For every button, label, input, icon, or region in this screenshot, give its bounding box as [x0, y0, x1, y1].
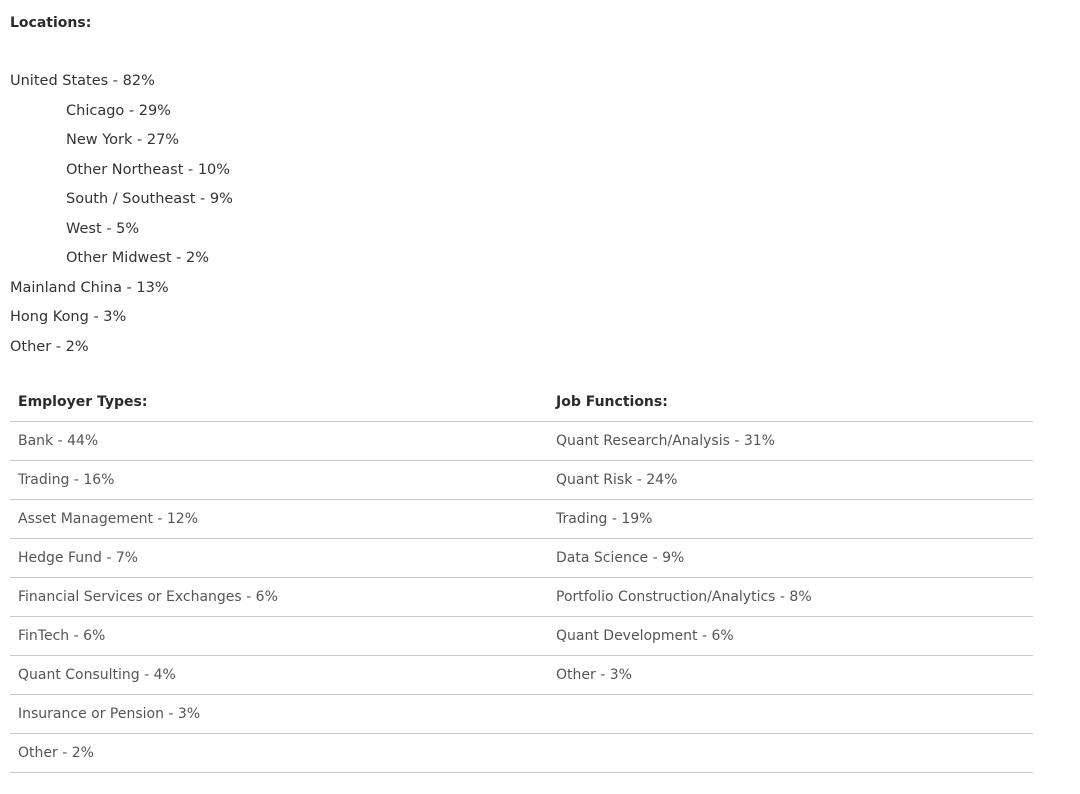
table-row: Hedge Fund - 7% Data Science - 9% — [10, 538, 1033, 578]
locations-list: United States - 82% Chicago - 29% New Yo… — [10, 67, 233, 362]
job-function-cell: Quant Research/Analysis - 31% — [548, 421, 1033, 461]
table-row: Financial Services or Exchanges - 6% Por… — [10, 577, 1033, 617]
location-item-mainland-china: Mainland China - 13% — [10, 279, 169, 296]
table-row: FinTech - 6% Quant Development - 6% — [10, 616, 1033, 656]
location-item-new-york: New York - 27% — [66, 132, 180, 148]
job-function-cell: Quant Development - 6% — [548, 616, 1033, 656]
employer-type-cell: Asset Management - 12% — [10, 499, 548, 539]
employer-type-cell: Other - 2% — [10, 733, 548, 773]
employer-type-cell: FinTech - 6% — [10, 616, 548, 656]
job-functions-header: Job Functions: — [548, 383, 1033, 422]
job-function-cell: Data Science - 9% — [548, 538, 1033, 578]
table-row: Insurance or Pension - 3% — [10, 694, 1033, 734]
job-function-cell: Other - 3% — [548, 655, 1033, 695]
location-item-other-northeast: Other Northeast - 10% — [66, 161, 231, 178]
employer-type-cell: Hedge Fund - 7% — [10, 538, 548, 578]
locations-heading: Locations: — [10, 15, 92, 31]
table-row: Quant Consulting - 4% Other - 3% — [10, 655, 1033, 695]
table-row: Trading - 16% Quant Risk - 24% — [10, 460, 1033, 500]
employer-types-header: Employer Types: — [10, 383, 548, 422]
location-item-other: Other - 2% — [10, 338, 89, 355]
job-function-cell: Trading - 19% — [548, 499, 1033, 539]
employer-type-cell: Quant Consulting - 4% — [10, 655, 548, 695]
employer-type-cell: Bank - 44% — [10, 421, 548, 461]
table-row: Other - 2% — [10, 733, 1033, 773]
employer-job-table: Employer Types: Job Functions: Bank - 44… — [10, 383, 1033, 773]
location-item-hong-kong: Hong Kong - 3% — [10, 309, 127, 325]
job-function-cell: Portfolio Construction/Analytics - 8% — [548, 577, 1033, 617]
location-item-united-states: United States - 82% — [10, 73, 155, 89]
employer-type-cell: Financial Services or Exchanges - 6% — [10, 577, 548, 617]
location-item-chicago: Chicago - 29% — [66, 102, 171, 119]
table-row: Bank - 44% Quant Research/Analysis - 31% — [10, 421, 1033, 461]
location-item-west: West - 5% — [66, 220, 140, 237]
location-item-south-southeast: South / Southeast - 9% — [66, 191, 233, 207]
employer-type-cell: Trading - 16% — [10, 460, 548, 500]
table-header-row: Employer Types: Job Functions: — [10, 383, 1033, 422]
employer-type-cell: Insurance or Pension - 3% — [10, 694, 548, 734]
job-function-cell: Quant Risk - 24% — [548, 460, 1033, 500]
table-row: Asset Management - 12% Trading - 19% — [10, 499, 1033, 539]
job-function-cell — [548, 694, 1033, 734]
job-function-cell — [548, 733, 1033, 773]
location-item-other-midwest: Other Midwest - 2% — [66, 250, 209, 266]
